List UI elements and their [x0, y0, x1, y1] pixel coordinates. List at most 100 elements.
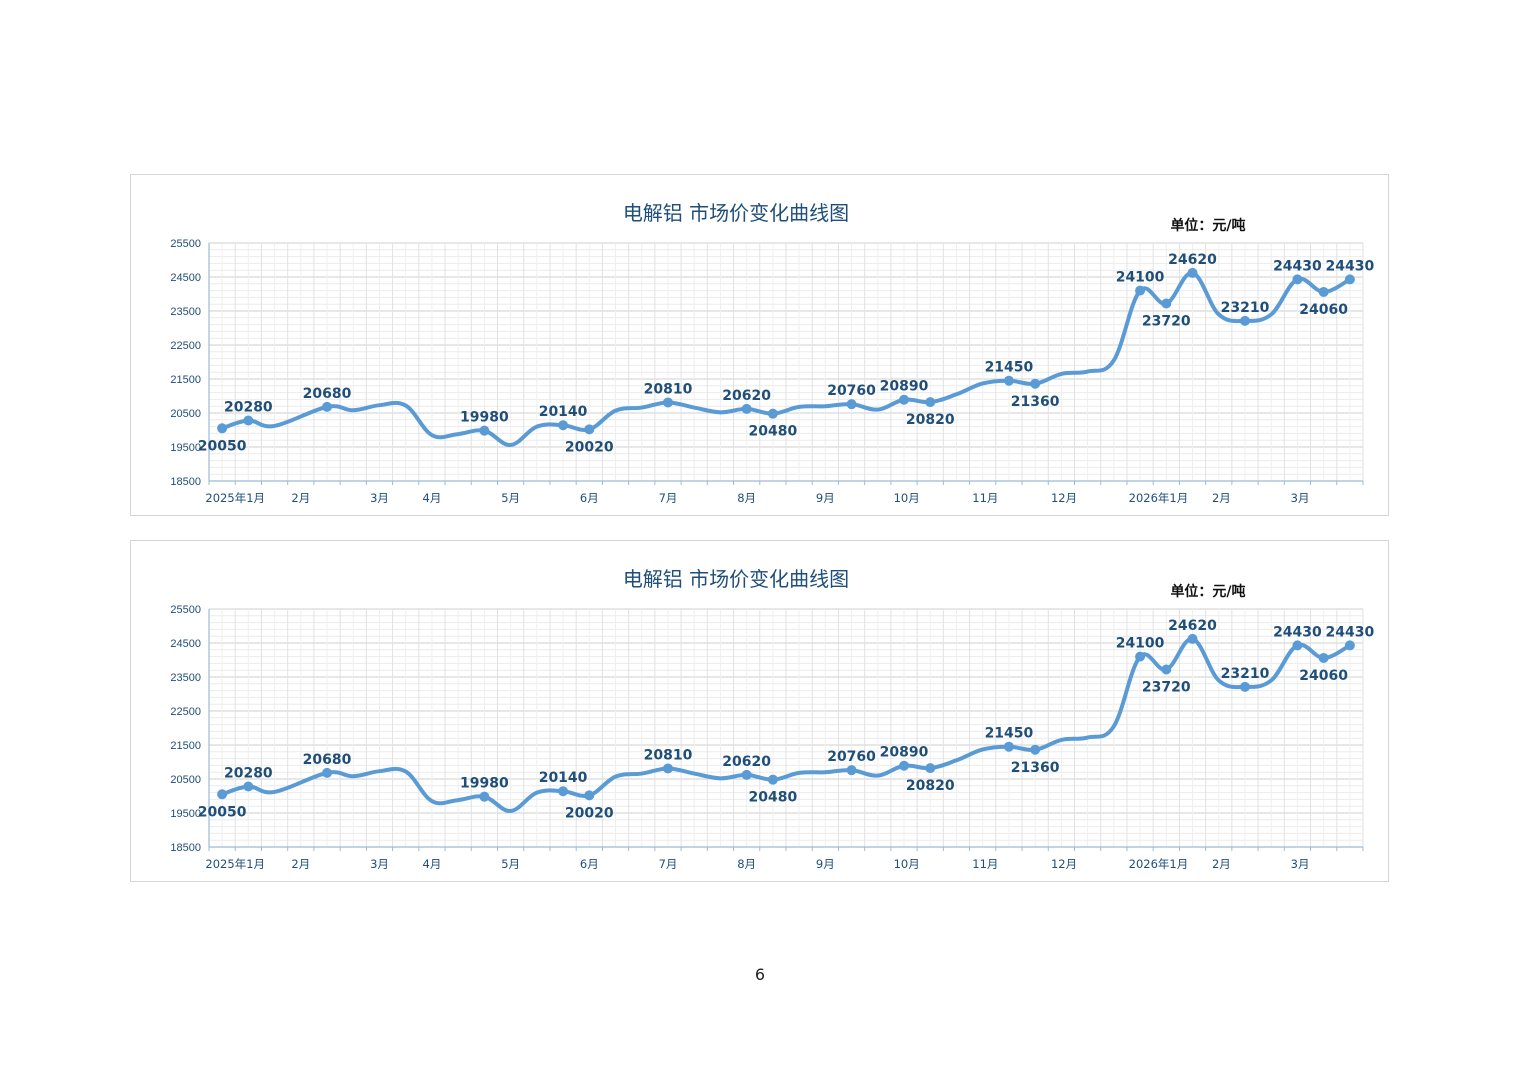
- chart-title: 电解铝 市场价变化曲线图: [623, 201, 849, 225]
- data-point: [925, 763, 936, 774]
- data-point: [1003, 741, 1014, 752]
- data-label: 21450: [985, 360, 1034, 376]
- unit-label: 单位：元/吨: [1170, 217, 1245, 234]
- data-point: [925, 397, 936, 408]
- data-markers: [217, 633, 1355, 802]
- data-label: 24430: [1326, 258, 1375, 274]
- x-tick-label: 6月: [580, 491, 599, 505]
- data-point: [479, 791, 490, 802]
- data-label: 24620: [1168, 252, 1217, 268]
- data-label: 20820: [906, 412, 955, 428]
- x-tick-label: 10月: [894, 491, 920, 505]
- data-label: 20480: [749, 424, 798, 440]
- y-tick-label: 20500: [170, 408, 201, 420]
- data-point: [1135, 651, 1146, 662]
- data-point: [846, 399, 857, 410]
- data-label: 20760: [827, 383, 876, 399]
- data-label: 19980: [460, 776, 509, 792]
- data-label: 20020: [565, 805, 614, 821]
- data-point: [217, 789, 228, 800]
- page-number: 6: [754, 965, 766, 984]
- y-tick-label: 25500: [170, 238, 201, 250]
- data-point: [767, 408, 778, 419]
- chart-panel-2: 电解铝 市场价变化曲线图 单位：元/吨 25500 24500 23500 22500…: [130, 540, 1389, 882]
- x-tick-label: 4月: [423, 491, 442, 505]
- line-chart-1: 电解铝 市场价变化曲线图 单位：元/吨 25500 24500 23500 22500…: [170, 201, 1375, 505]
- data-label: 20280: [224, 399, 273, 415]
- data-point: [243, 781, 254, 792]
- x-tick-label: 2月: [291, 491, 310, 505]
- data-label: 24620: [1168, 618, 1217, 634]
- x-tick-label: 7月: [659, 491, 678, 505]
- data-point: [767, 774, 778, 785]
- data-label: 21360: [1011, 394, 1060, 410]
- axes: [208, 609, 1364, 851]
- x-tick-label: 4月: [423, 857, 442, 871]
- data-point: [1135, 285, 1146, 296]
- y-tick-label: 23500: [170, 306, 201, 318]
- data-point: [322, 401, 333, 412]
- data-label: 20680: [303, 752, 352, 768]
- data-label: 21360: [1011, 760, 1060, 776]
- x-tick-labels: 2025年1月 2月 3月 4月 5月 6月 7月 8月 9月 10月 11月 12月 2026年1月 2…: [205, 857, 1309, 871]
- data-point: [899, 760, 910, 771]
- x-tick-label: 11月: [972, 491, 998, 505]
- data-label: 20050: [198, 804, 247, 820]
- y-tick-label: 19500: [170, 442, 201, 454]
- y-tick-label: 24500: [170, 638, 201, 650]
- chart-title: 电解铝 市场价变化曲线图: [623, 567, 849, 591]
- axes: [208, 243, 1364, 485]
- data-label: 19980: [460, 410, 509, 426]
- x-tick-label: 2025年1月: [205, 491, 265, 505]
- data-label: 23210: [1221, 300, 1270, 316]
- y-tick-label: 19500: [170, 808, 201, 820]
- data-label: 20810: [644, 747, 693, 763]
- x-tick-label: 2月: [1212, 857, 1231, 871]
- data-point: [584, 790, 595, 801]
- data-point: [1318, 286, 1329, 297]
- data-point: [1318, 652, 1329, 663]
- data-point: [662, 397, 673, 408]
- data-labels: 20050 20280 20680 19980 20140 20020 20810 20620…: [198, 252, 1375, 455]
- data-point: [741, 769, 752, 780]
- y-tick-label: 24500: [170, 272, 201, 284]
- data-label: 20890: [880, 745, 929, 761]
- y-tick-label: 18500: [170, 842, 201, 854]
- y-tick-label: 22500: [170, 340, 201, 352]
- x-tick-labels: 2025年1月 2月 3月 4月 5月 6月 7月 8月 9月 10月 11月 12月 2026年1月 2…: [205, 491, 1309, 505]
- data-point: [1003, 375, 1014, 386]
- x-tick-label: 12月: [1051, 857, 1077, 871]
- data-label: 24060: [1299, 302, 1348, 318]
- x-tick-label: 2026年1月: [1129, 857, 1189, 871]
- x-tick-label: 8月: [737, 491, 756, 505]
- x-tick-label: 11月: [972, 857, 998, 871]
- data-point: [1292, 640, 1303, 651]
- data-label: 24430: [1326, 624, 1375, 640]
- data-point: [899, 394, 910, 405]
- data-point: [479, 425, 490, 436]
- x-tick-label: 3月: [370, 491, 389, 505]
- y-tick-label: 20500: [170, 774, 201, 786]
- data-label: 20050: [198, 438, 247, 454]
- data-label: 20140: [539, 770, 588, 786]
- grid: [208, 608, 1364, 848]
- data-label: 24430: [1273, 624, 1322, 640]
- data-label: 20480: [749, 790, 798, 806]
- data-label: 20820: [906, 778, 955, 794]
- data-point: [1187, 633, 1198, 644]
- data-point: [1161, 298, 1172, 309]
- x-tick-label: 9月: [816, 857, 835, 871]
- data-labels: 20050 20280 20680 19980 20140 20020 20810 20620…: [198, 618, 1375, 821]
- y-tick-label: 22500: [170, 706, 201, 718]
- data-point: [1187, 267, 1198, 278]
- data-label: 20680: [303, 386, 352, 402]
- data-label: 23720: [1142, 314, 1191, 330]
- data-point: [846, 765, 857, 776]
- data-point: [1239, 681, 1250, 692]
- chart-panel-1: 电解铝 市场价变化曲线图 单位：元/吨 25500 24500 23500 22500…: [130, 174, 1389, 516]
- x-tick-label: 2月: [291, 857, 310, 871]
- y-tick-label: 18500: [170, 476, 201, 488]
- x-tick-label: 2026年1月: [1129, 491, 1189, 505]
- data-label: 24060: [1299, 668, 1348, 684]
- x-tick-label: 7月: [659, 857, 678, 871]
